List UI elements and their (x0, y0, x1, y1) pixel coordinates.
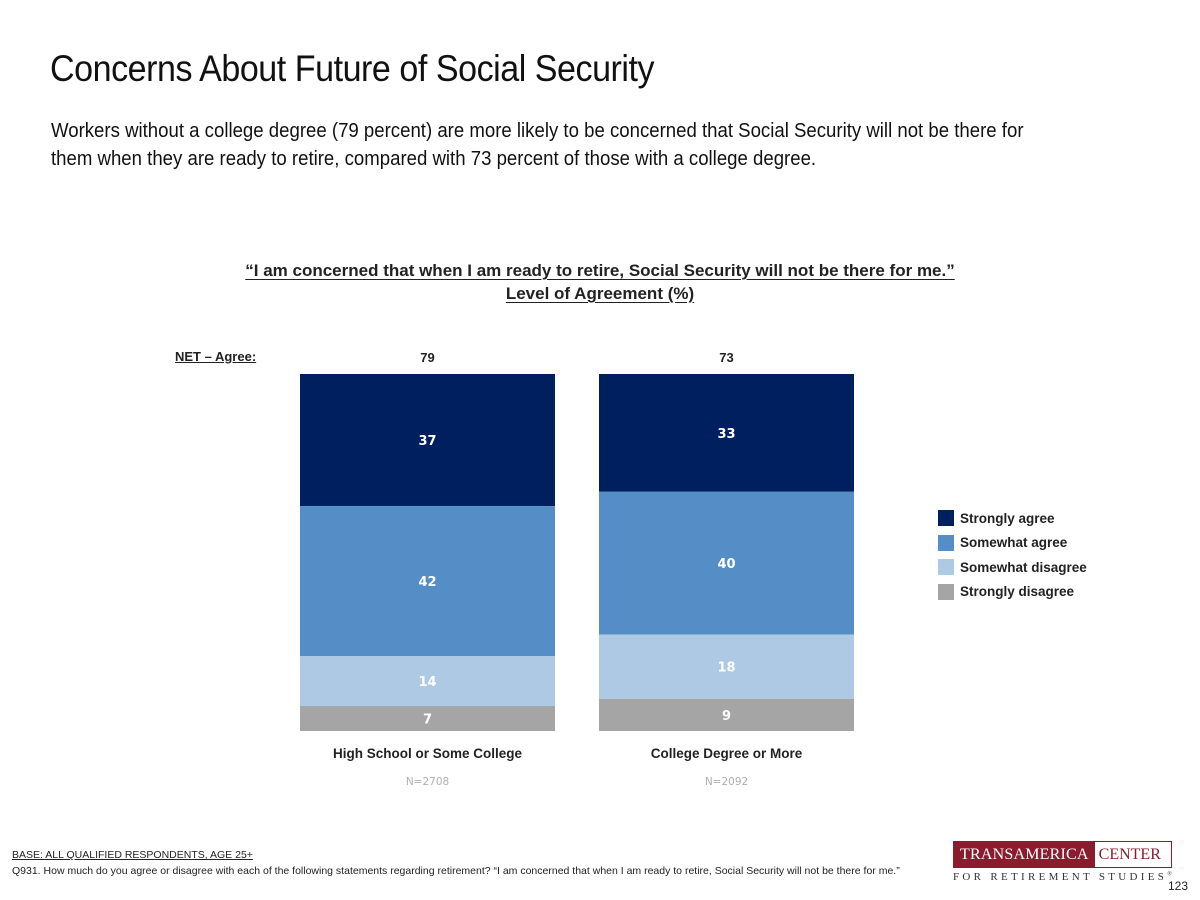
logo-subtext: FOR RETIREMENT STUDIES® (953, 871, 1172, 883)
segment-value-label: 18 (717, 661, 735, 676)
chart-subtitle-text: Level of Agreement (%) (505, 284, 695, 303)
legend-item: Somewhat agree (938, 531, 1087, 556)
net-agree-value: 73 (719, 350, 733, 365)
footer-notes: BASE: ALL QUALIFIED RESPONDENTS, AGE 25+… (12, 847, 932, 879)
registered-mark: ® (1167, 871, 1172, 878)
bar-segment-strongly-disagree (300, 706, 555, 731)
footer-question: Q931. How much do you agree or disagree … (12, 865, 900, 877)
legend-label: Somewhat disagree (960, 559, 1087, 575)
bar-segment-strongly-agree (599, 374, 854, 492)
category-label: College Degree or More (651, 746, 803, 761)
bar-segment-somewhat-disagree (599, 634, 854, 699)
transamerica-logo: TRANSAMERICA CENTER FOR RETIREMENT STUDI… (953, 841, 1172, 883)
segment-value-label: 7 (423, 713, 432, 728)
segment-value-label: 40 (717, 557, 735, 572)
category-label: High School or Some College (333, 746, 523, 761)
logo-transamerica: TRANSAMERICA (954, 842, 1095, 867)
segment-value-label: 37 (418, 434, 436, 449)
net-agree-value: 79 (420, 350, 434, 365)
page-subtitle: Workers without a college degree (79 per… (51, 120, 1024, 170)
page-number: 123 (1167, 879, 1188, 893)
segment-value-label: 14 (418, 675, 436, 690)
bar-segment-strongly-disagree (599, 698, 854, 731)
legend-item: Somewhat disagree (938, 555, 1087, 580)
segment-value-label: 33 (717, 427, 735, 442)
legend-swatch (938, 583, 954, 600)
legend-swatch (938, 510, 954, 527)
logo-center: CENTER (1094, 842, 1165, 867)
legend-swatch (938, 559, 954, 576)
legend-swatch (938, 534, 954, 551)
chart-legend: Strongly agree Somewhat agree Somewhat dis… (938, 506, 1087, 604)
chart-title: “I am concerned that when I am ready to … (0, 261, 1200, 281)
bar-segment-strongly-agree (300, 374, 555, 507)
bar-segment-somewhat-disagree (300, 656, 555, 707)
chart-title-text: “I am concerned that when I am ready to … (245, 261, 955, 280)
legend-label: Somewhat agree (960, 535, 1068, 551)
logo-bottom-text: FOR RETIREMENT STUDIES (953, 871, 1168, 883)
net-agree-label: NET – Agree: (175, 349, 257, 364)
page-title: Concerns About Future of Social Security (50, 48, 655, 89)
segment-value-label: 42 (418, 575, 436, 590)
bar-segment-somewhat-agree (599, 491, 854, 635)
segment-value-label: 9 (722, 709, 731, 724)
logo-top: TRANSAMERICA CENTER (953, 841, 1172, 868)
sample-size-label: N=2708 (406, 776, 449, 788)
chart-subtitle: Level of Agreement (%) (0, 284, 1200, 304)
legend-item: Strongly disagree (938, 580, 1087, 605)
sample-size-label: N=2092 (705, 776, 748, 788)
legend-item: Strongly agree (938, 506, 1087, 531)
legend-label: Strongly disagree (960, 584, 1075, 600)
bar-segment-somewhat-agree (300, 506, 555, 657)
footer-base: BASE: ALL QUALIFIED RESPONDENTS, AGE 25+ (12, 849, 253, 861)
legend-label: Strongly agree (960, 510, 1055, 526)
